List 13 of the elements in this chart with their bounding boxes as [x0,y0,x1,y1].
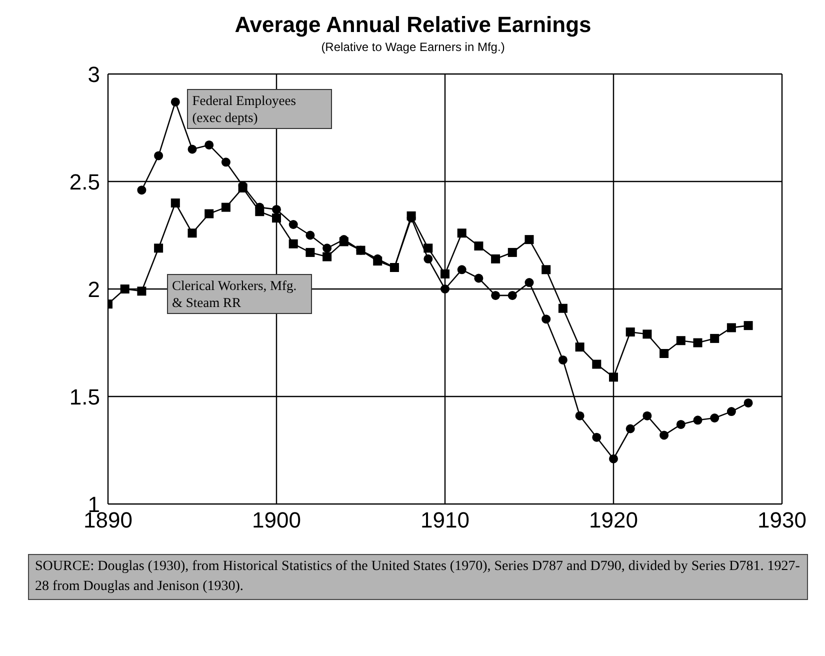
source-note: SOURCE: Douglas (1930), from Historical Statistics of the United States (1970), Series D787 and D790, divided by Series D781. 1927-28 from Douglas and Jenison (1930). [28,554,808,600]
y-tick-label: 2.5 [69,169,100,194]
y-tick-label: 2 [88,276,100,302]
x-tick-label: 1900 [252,508,301,533]
x-tick-label: 1920 [589,508,638,533]
chart-subtitle: (Relative to Wage Earners in Mfg.) [320,40,506,54]
x-tick-label: 1910 [420,508,470,533]
series-label: Federal Employees (exec depts) [187,89,332,130]
y-tick-label: 3 [88,62,100,87]
series-label: Clerical Workers, Mfg. & Steam RR [166,274,312,314]
y-tick-label: 1.5 [69,384,100,410]
chart-title: Average Annual Relative Earnings [234,12,592,38]
x-tick-label: 1930 [758,508,806,533]
